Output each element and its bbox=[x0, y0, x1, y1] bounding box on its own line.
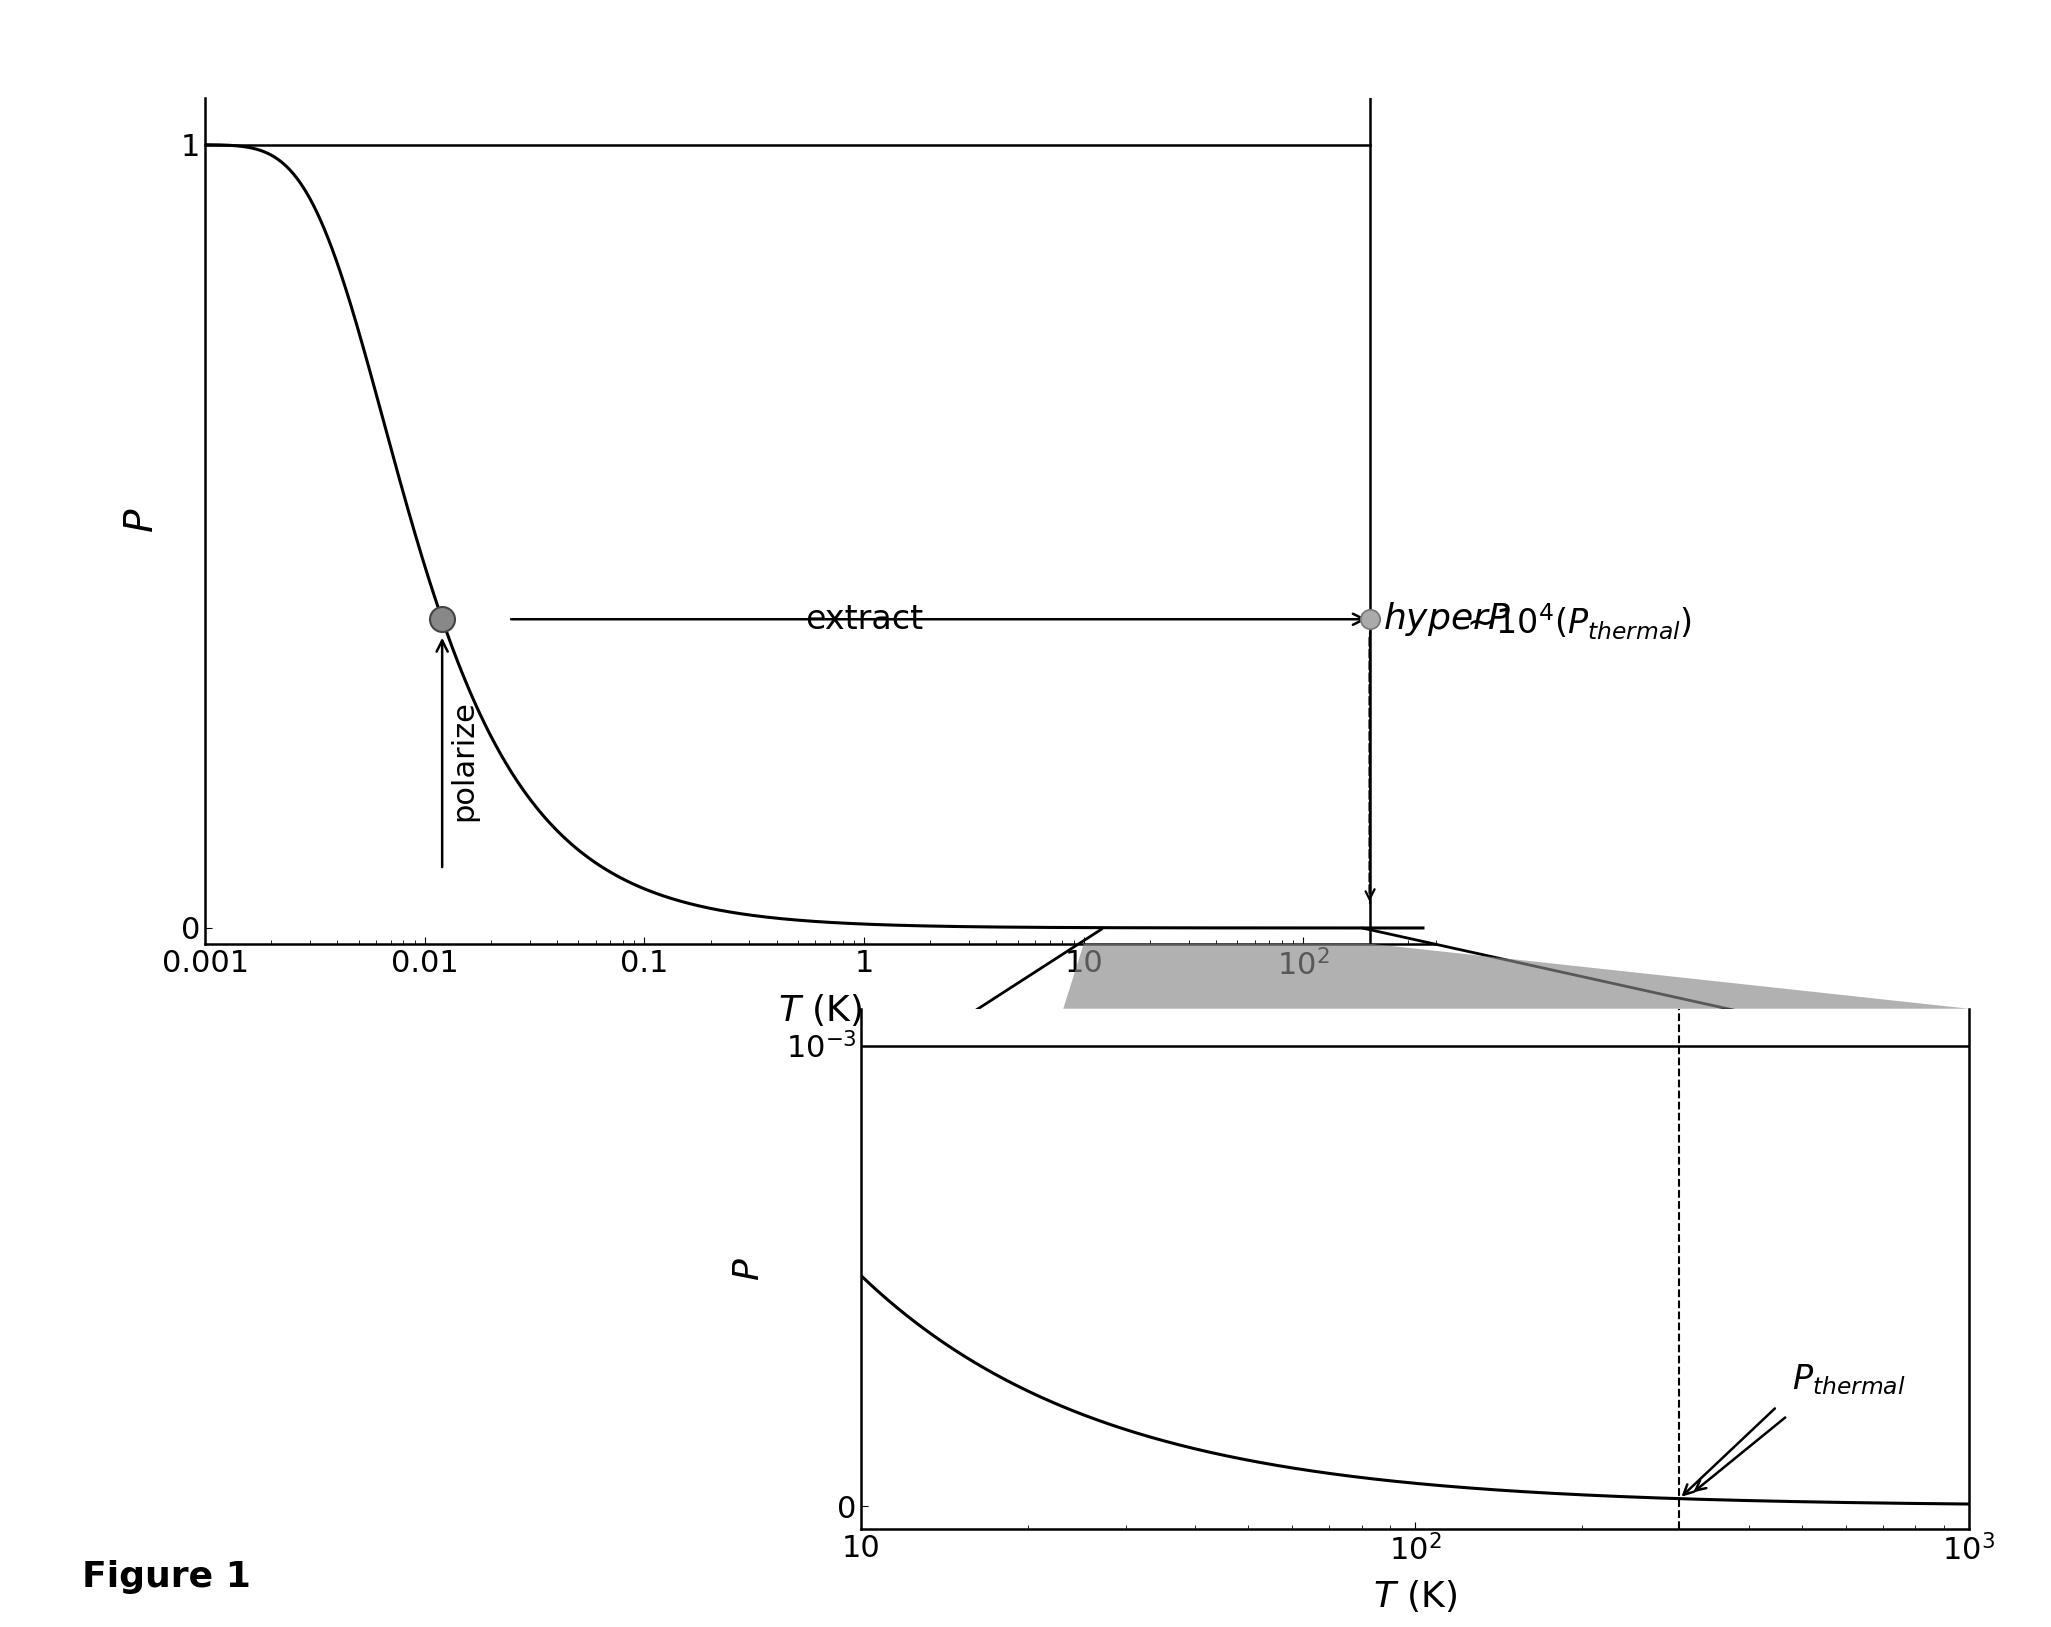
Text: $\it{hyperP}$: $\it{hyperP}$ bbox=[1382, 600, 1512, 638]
Text: $\sim\!10^4(P_{\mathit{thermal}})$: $\sim\!10^4(P_{\mathit{thermal}})$ bbox=[1460, 602, 1692, 643]
Text: $P_{\mathit{thermal}}$: $P_{\mathit{thermal}}$ bbox=[1793, 1362, 1905, 1398]
Y-axis label: $P$: $P$ bbox=[732, 1258, 767, 1280]
X-axis label: $T$ (K): $T$ (K) bbox=[1372, 1578, 1458, 1614]
Text: Figure 1: Figure 1 bbox=[82, 1560, 250, 1594]
Text: polarize: polarize bbox=[449, 700, 478, 820]
Text: extract: extract bbox=[806, 602, 923, 636]
Y-axis label: $P$: $P$ bbox=[123, 508, 162, 534]
X-axis label: $T$ (K): $T$ (K) bbox=[777, 992, 863, 1028]
